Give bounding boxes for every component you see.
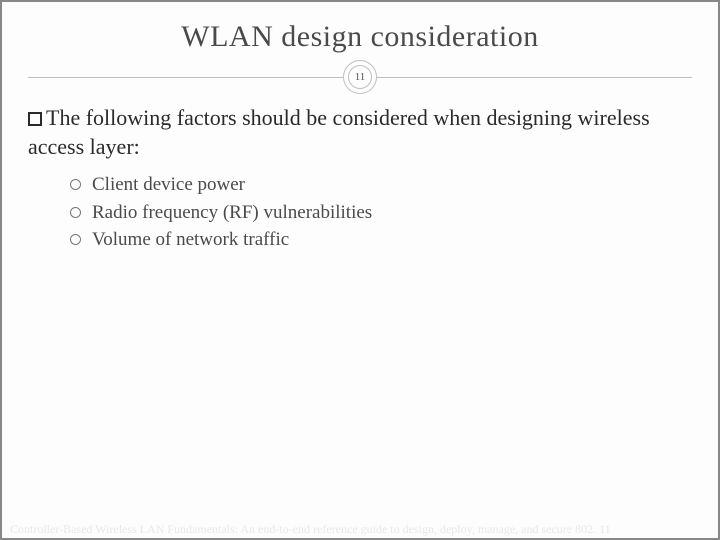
intro-text: The following factors should be consider… [28, 105, 650, 159]
bullet-text: Client device power [92, 174, 245, 195]
page-number-badge: 11 [343, 60, 377, 94]
slide-container: WLAN design consideration 11 The followi… [0, 0, 720, 540]
slide-title: WLAN design consideration [28, 20, 692, 54]
bullet-text: Volume of network traffic [92, 229, 289, 250]
square-bullet-icon [28, 112, 42, 126]
list-item: Radio frequency (RF) vulnerabilities [70, 199, 692, 227]
list-item: Client device power [70, 171, 692, 199]
bullet-list: Client device power Radio frequency (RF)… [28, 171, 692, 254]
bullet-text: Radio frequency (RF) vulnerabilities [92, 202, 372, 223]
intro-paragraph: The following factors should be consider… [28, 104, 692, 161]
list-item: Volume of network traffic [70, 226, 692, 254]
title-divider: 11 [28, 60, 692, 94]
page-number: 11 [348, 65, 372, 89]
footer-citation: Controller-Based Wireless LAN Fundamenta… [10, 522, 710, 536]
